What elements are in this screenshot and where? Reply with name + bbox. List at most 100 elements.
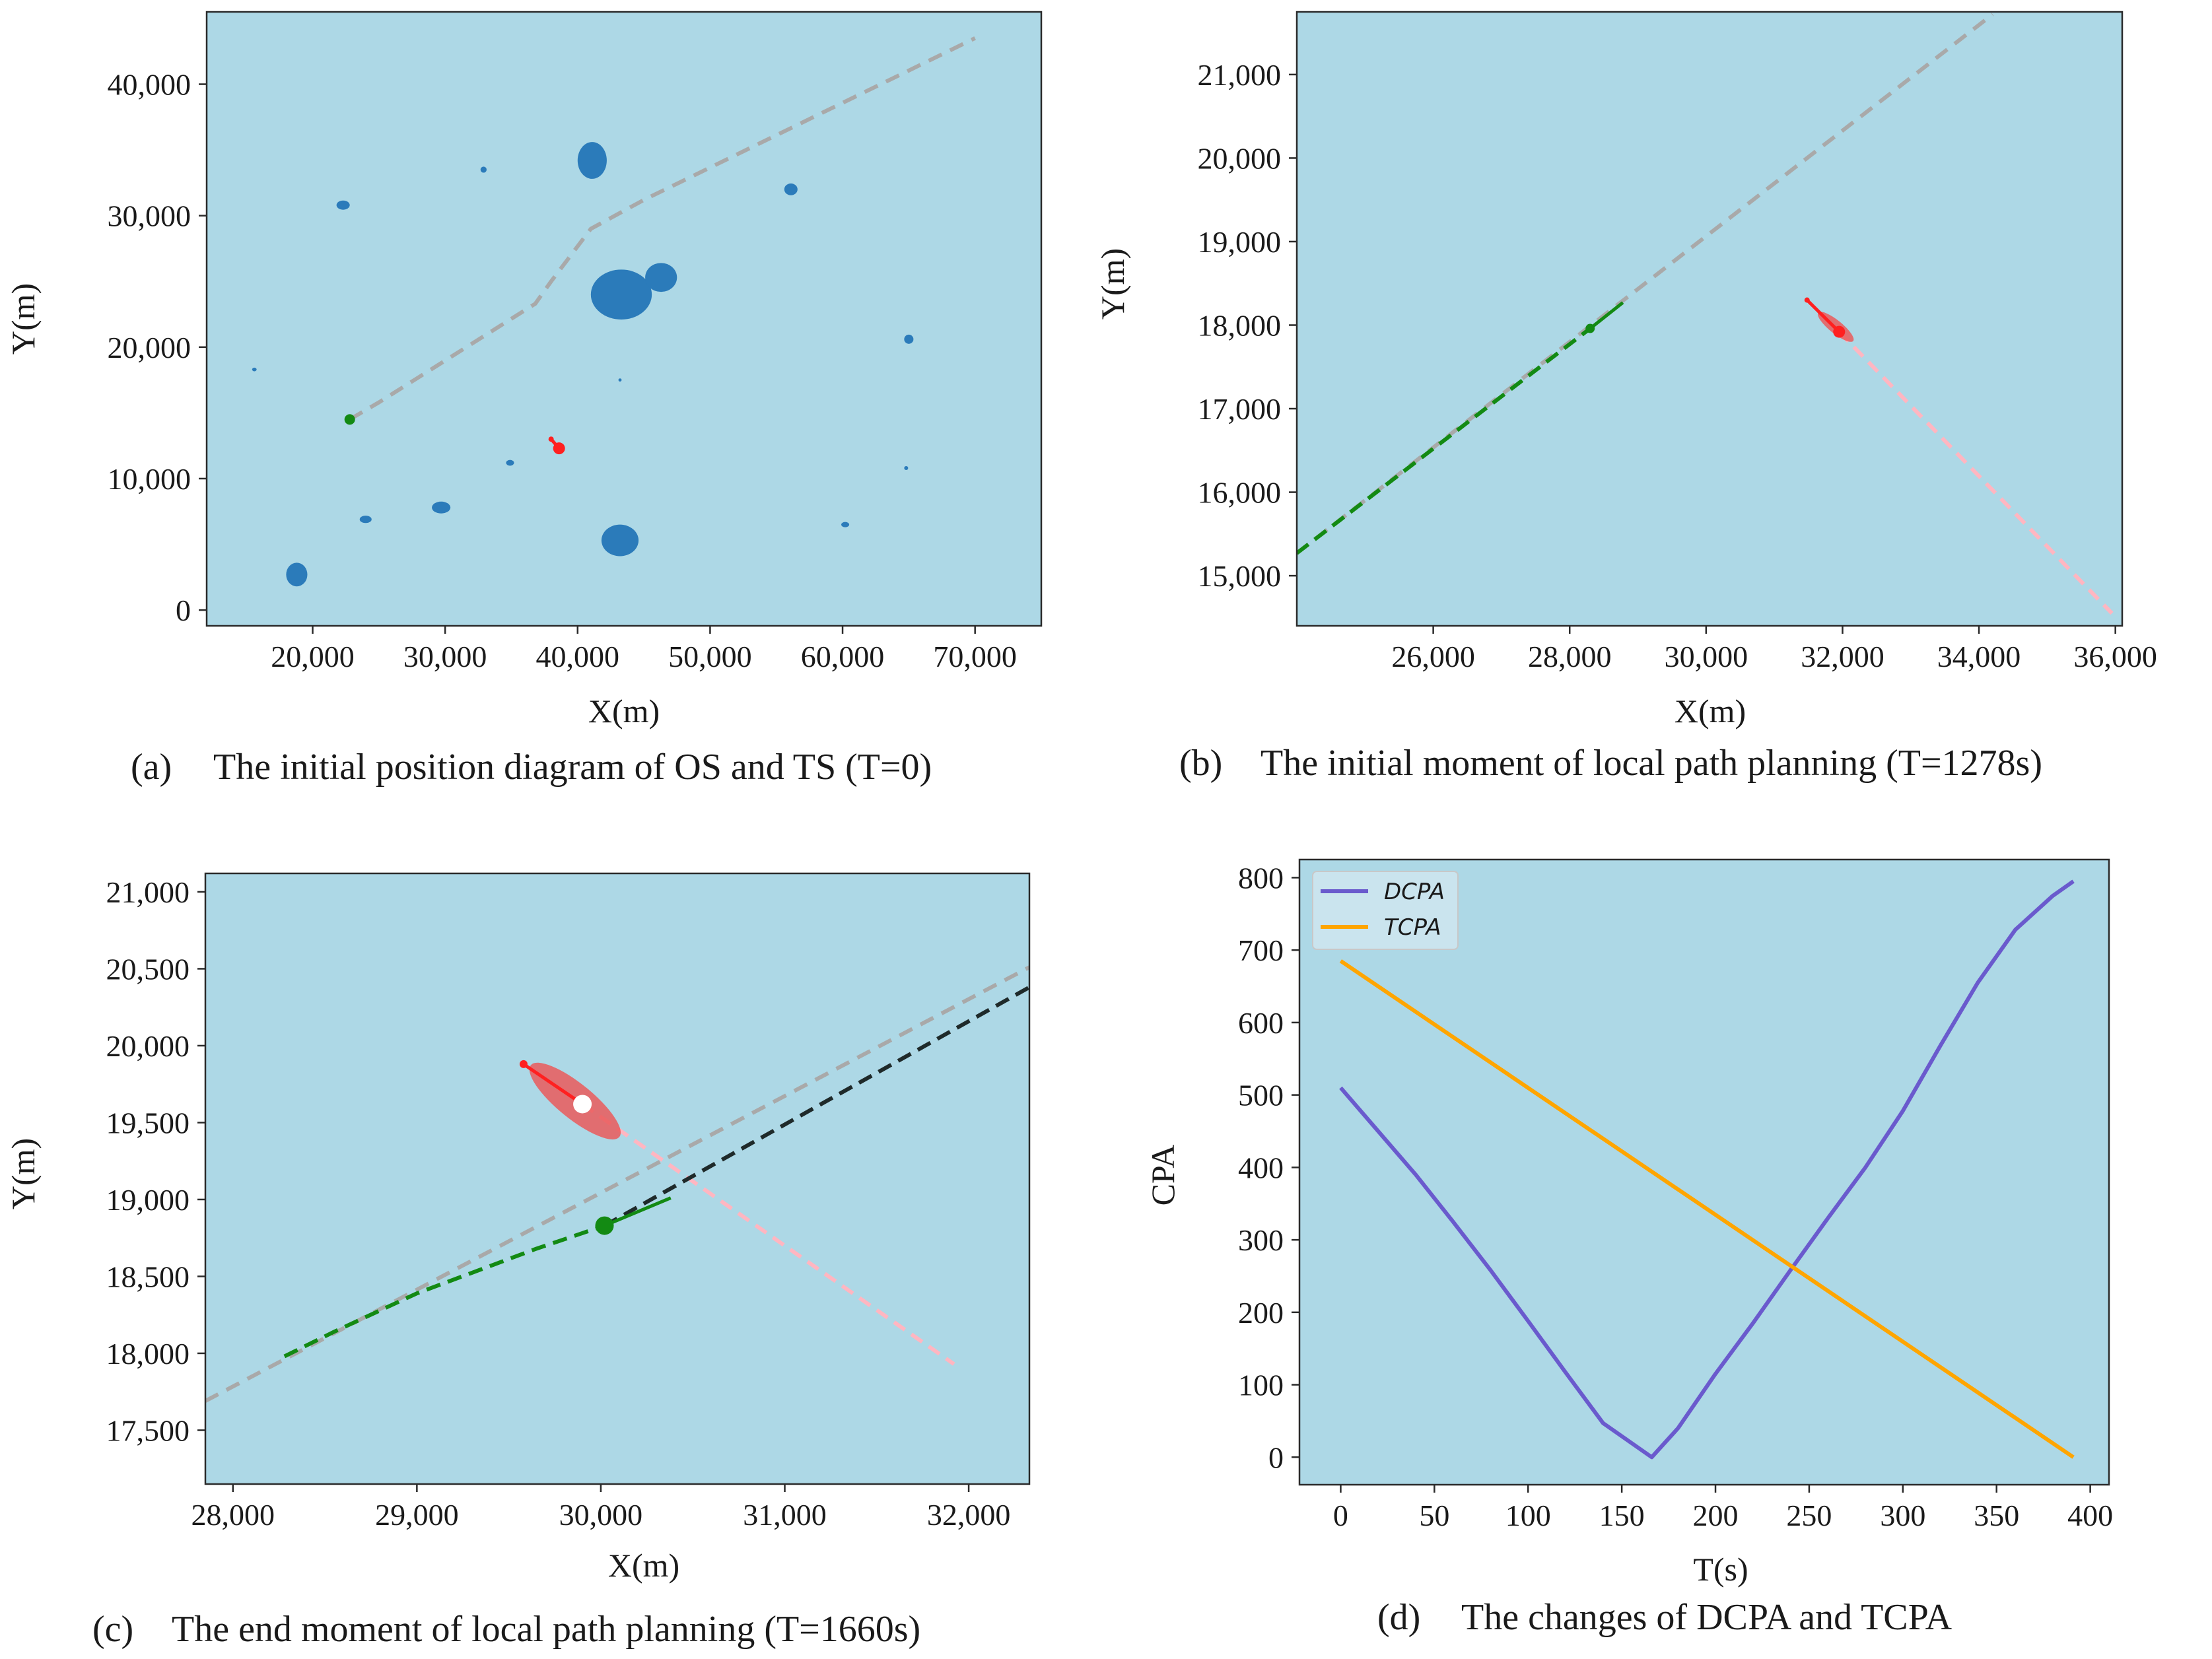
panel-a-target-ship-bow bbox=[548, 436, 554, 442]
panel-a-global-path bbox=[349, 36, 977, 421]
panel-a-ytick-label: 40,000 bbox=[108, 68, 191, 102]
panel-a-frame bbox=[205, 11, 1043, 627]
panel-c-end-local-planning: 28,000 29,000 30,000 31,000 32,000 17,500 18,0… bbox=[5, 872, 1031, 1650]
panel-b-xtick-label: 26,000 bbox=[1391, 640, 1475, 673]
panel-c-target-ship-position bbox=[573, 1095, 592, 1114]
panel-a-island bbox=[432, 501, 451, 514]
panel-c-ytick-label: 19,000 bbox=[106, 1183, 190, 1217]
panel-d-ytick-label: 800 bbox=[1238, 861, 1284, 895]
panel-d-ylabel: CPA bbox=[1144, 1145, 1181, 1206]
panel-c-xtick-label: 28,000 bbox=[191, 1498, 275, 1532]
legend-tcpa-label: TCPA bbox=[1384, 914, 1441, 941]
panel-d-ytick-label: 400 bbox=[1238, 1151, 1284, 1184]
panel-b-ylabel: Y(m) bbox=[1094, 248, 1131, 320]
panel-d-series-tcpa bbox=[1339, 959, 2075, 1459]
legend-dcpa-label: DCPA bbox=[1384, 879, 1445, 905]
panel-a-island bbox=[506, 459, 514, 466]
panel-d-xtick-label: 150 bbox=[1599, 1499, 1645, 1532]
panel-c-frame bbox=[204, 872, 1031, 1485]
panel-c-ytick-label: 17,500 bbox=[106, 1413, 190, 1447]
panel-d-xtick-label: 300 bbox=[1880, 1499, 1925, 1532]
panel-a-ytick-label: 30,000 bbox=[108, 199, 191, 233]
panel-b-xtick-label: 36,000 bbox=[2073, 640, 2157, 673]
panel-c-target-future-path bbox=[581, 1102, 955, 1366]
panel-d-dcpa-tcpa: 0 50 100 150 200 250 300 350 400 0 100 200 300 400 500… bbox=[1144, 858, 2113, 1638]
panel-a-island bbox=[286, 562, 308, 587]
panel-b-ytick-label: 20,000 bbox=[1198, 141, 1282, 175]
panel-c-plot-area bbox=[205, 873, 1029, 1484]
panel-d-xtick-label: 250 bbox=[1786, 1499, 1832, 1532]
panel-b-ytick-label: 16,000 bbox=[1198, 476, 1282, 510]
panel-a-xtick-label: 60,000 bbox=[801, 640, 885, 673]
panel-b-caption: The initial moment of local path plannin… bbox=[1261, 743, 2042, 784]
panel-c-ytick-label: 20,000 bbox=[106, 1029, 190, 1063]
panel-c-ytick-label: 20,500 bbox=[106, 952, 190, 986]
panel-a-island bbox=[359, 516, 372, 524]
panel-b-initial-local-planning: 26,000 28,000 30,000 32,000 34,000 36,000 15,0… bbox=[1094, 11, 2157, 784]
panel-a-island bbox=[480, 166, 487, 173]
panel-b-xlabel: X(m) bbox=[1675, 693, 1746, 729]
panel-a-island bbox=[577, 142, 607, 179]
panel-a-xtick-label: 70,000 bbox=[933, 640, 1017, 673]
panel-d-plot-area bbox=[1299, 860, 2109, 1485]
panel-b-own-ship-heading bbox=[1589, 301, 1624, 330]
panel-a-xtick-label: 30,000 bbox=[403, 640, 487, 673]
panel-c-xtick-label: 32,000 bbox=[927, 1498, 1011, 1532]
panel-a-island bbox=[784, 183, 798, 195]
panel-a-island bbox=[904, 466, 909, 471]
panel-d-xtick-label: 100 bbox=[1505, 1499, 1551, 1532]
panel-c-ytick-label: 19,500 bbox=[106, 1106, 190, 1139]
panel-a-ytick-label: 0 bbox=[176, 593, 191, 627]
panel-d-ytick-label: 100 bbox=[1238, 1369, 1284, 1402]
panel-b-xtick-label: 34,000 bbox=[1937, 640, 2021, 673]
panel-a-ytick-label: 10,000 bbox=[108, 462, 191, 496]
panel-d-legend: DCPA TCPA bbox=[1312, 871, 1459, 950]
panel-d-caption-letter: (d) bbox=[1377, 1597, 1420, 1638]
panel-c-ytick-label: 21,000 bbox=[106, 875, 190, 909]
panel-a-island bbox=[590, 269, 652, 320]
panel-a-ytick-label: 20,000 bbox=[108, 331, 191, 364]
panel-c-target-ship-bow bbox=[519, 1060, 528, 1068]
panel-a-island bbox=[252, 367, 257, 372]
panel-b-xtick-label: 28,000 bbox=[1528, 640, 1612, 673]
panel-b-caption-letter: (b) bbox=[1179, 743, 1222, 784]
panel-d-ytick-label: 500 bbox=[1238, 1079, 1284, 1112]
panel-d-ytick-label: 200 bbox=[1238, 1296, 1284, 1330]
panel-b-ytick-label: 21,000 bbox=[1198, 58, 1282, 92]
panel-a-caption: The initial position diagram of OS and T… bbox=[213, 747, 932, 788]
panel-d-xtick-label: 50 bbox=[1419, 1499, 1449, 1532]
panel-c-target-ship-heading bbox=[522, 1062, 584, 1106]
panel-c-own-ship-heading bbox=[604, 1196, 672, 1227]
panel-b-plot-area bbox=[1297, 12, 2122, 626]
panel-b-ytick-label: 18,000 bbox=[1198, 308, 1282, 342]
panel-c-own-ship-travelled bbox=[283, 1223, 605, 1359]
panel-d-ytick-label: 600 bbox=[1238, 1006, 1284, 1040]
panel-b-ytick-label: 19,000 bbox=[1198, 225, 1282, 259]
panel-a-island bbox=[645, 263, 677, 292]
panel-c-caption: The end moment of local path planning (T… bbox=[172, 1609, 920, 1650]
panel-b-xtick-label: 32,000 bbox=[1801, 640, 1884, 673]
panel-d-ytick-label: 0 bbox=[1268, 1440, 1284, 1474]
panel-d-xtick-label: 0 bbox=[1333, 1499, 1348, 1532]
panel-a-xtick-label: 40,000 bbox=[536, 640, 620, 673]
panel-c-xtick-label: 31,000 bbox=[743, 1498, 827, 1532]
panel-a-initial-position: 20,000 30,000 40,000 50,000 60,000 70,000 0 10,… bbox=[5, 11, 1043, 788]
panel-c-ytick-label: 18,000 bbox=[106, 1337, 190, 1371]
panel-a-target-ship-position bbox=[553, 442, 565, 455]
panel-d-xtick-label: 200 bbox=[1693, 1499, 1739, 1532]
panel-b-ytick-label: 17,000 bbox=[1198, 392, 1282, 426]
panel-d-series-dcpa bbox=[1339, 879, 2075, 1460]
panel-d-ytick-label: 700 bbox=[1238, 933, 1284, 967]
panel-b-ytick-label: 15,000 bbox=[1198, 559, 1282, 593]
panel-d-ytick-label: 300 bbox=[1238, 1223, 1284, 1257]
panel-c-global-path bbox=[205, 965, 1029, 1403]
panel-b-target-ship-bow bbox=[1804, 297, 1810, 303]
panel-a-island bbox=[904, 334, 914, 344]
panel-b-own-ship-position bbox=[1585, 323, 1595, 333]
panel-c-ytick-label: 18,500 bbox=[106, 1260, 190, 1293]
panel-c-xtick-label: 29,000 bbox=[375, 1498, 459, 1532]
panel-a-xtick-label: 50,000 bbox=[668, 640, 752, 673]
panel-c-xlabel: X(m) bbox=[608, 1547, 679, 1584]
panel-a-xlabel: X(m) bbox=[588, 693, 660, 729]
panel-a-ylabel: Y(m) bbox=[5, 283, 42, 355]
